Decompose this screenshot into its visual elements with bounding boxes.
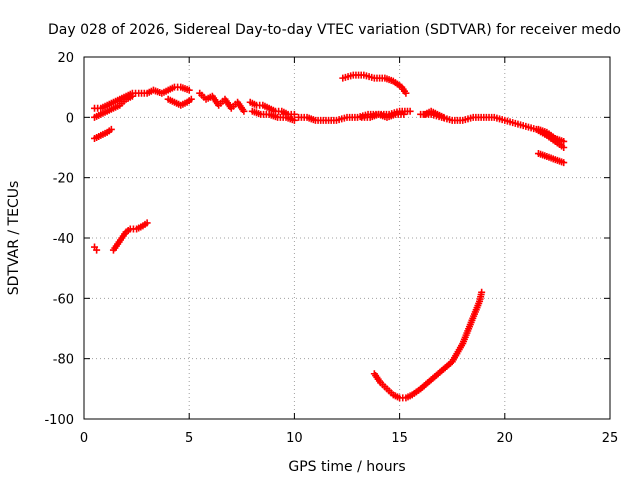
- data-point: [406, 107, 414, 115]
- series-tail-22h: [534, 150, 568, 167]
- x-tick-label: 25: [602, 431, 619, 446]
- series-upper-arc: [339, 71, 410, 97]
- y-tick-label: -60: [53, 292, 74, 307]
- x-tick-label: 10: [286, 431, 303, 446]
- data-point: [143, 219, 151, 227]
- data-point: [560, 137, 568, 145]
- data-point: [560, 159, 568, 167]
- axis-ticks: 0 5 10 15 20 25 20 0 -20 -40 -60 -80 -100: [44, 51, 618, 446]
- x-tick-label: 0: [80, 431, 88, 446]
- data-point: [185, 86, 193, 94]
- series-short-minus-5: [91, 125, 115, 142]
- series-arc-minus-40: [109, 219, 151, 254]
- series-tail-22h-upper: [534, 125, 568, 145]
- data-point: [93, 246, 101, 254]
- grid: [84, 57, 610, 419]
- series-scatter-5-7h: [196, 89, 248, 115]
- series-upper-band-start: [91, 83, 193, 112]
- y-tick-label: 20: [57, 51, 74, 66]
- data-point: [290, 110, 298, 118]
- y-tick-label: -20: [53, 172, 74, 187]
- plot-frame: [83, 56, 611, 420]
- y-tick-label: 0: [66, 111, 74, 126]
- chart-title: Day 028 of 2026, Sidereal Day-to-day VTE…: [48, 22, 621, 38]
- data-point: [128, 92, 136, 100]
- y-tick-label: -100: [44, 413, 74, 428]
- x-tick-label: 5: [185, 431, 193, 446]
- y-tick-label: -80: [53, 353, 74, 368]
- data-point: [107, 125, 115, 133]
- data-point: [240, 107, 248, 115]
- data-points: [91, 71, 568, 402]
- data-point: [400, 110, 408, 118]
- data-point: [290, 116, 298, 124]
- series-dip-around-4h: [164, 95, 195, 109]
- series-band-8-10h-lower: [248, 107, 298, 124]
- series-deep-arc: [370, 288, 486, 402]
- series-isolated-minus-43: [91, 243, 101, 254]
- y-tick-label: -40: [53, 232, 74, 247]
- x-axis-label: GPS time / hours: [288, 459, 405, 475]
- series-middle-band-2: [358, 110, 408, 121]
- series-bump-16.5h: [421, 107, 448, 121]
- y-axis-label: SDTVAR / TECUs: [6, 181, 22, 296]
- series-upper-band-start-2: [91, 92, 136, 121]
- x-tick-label: 15: [391, 431, 408, 446]
- data-point: [478, 288, 486, 296]
- data-point: [402, 89, 410, 97]
- x-tick-label: 20: [497, 431, 514, 446]
- data-point: [187, 95, 195, 103]
- data-point: [440, 113, 448, 121]
- data-point: [560, 144, 568, 151]
